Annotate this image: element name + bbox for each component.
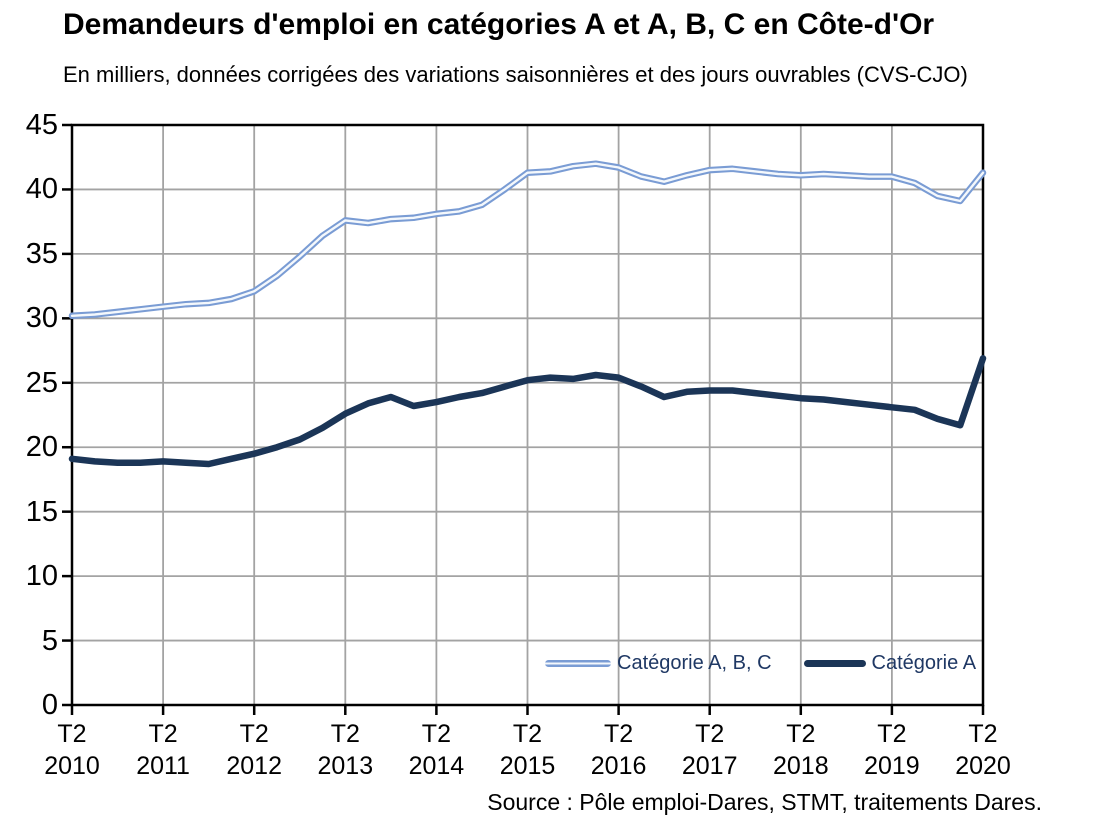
x-axis-label: T2 2010 — [26, 718, 118, 782]
x-axis-label-quarter: T2 — [512, 720, 543, 748]
x-axis-label-quarter: T2 — [968, 720, 998, 748]
x-axis-label-quarter: T2 — [877, 720, 907, 748]
y-axis-label: 45 — [25, 109, 58, 141]
x-axis-label-year: 2011 — [136, 752, 190, 780]
x-axis-label: T2 2014 — [390, 718, 482, 782]
x-axis-label-quarter: T2 — [148, 720, 178, 748]
legend-line-categorie-abc-icon — [545, 659, 611, 667]
x-axis-label: T2 2019 — [846, 718, 938, 782]
chart-title: Demandeurs d'emploi en catégories A et A… — [63, 8, 935, 41]
x-axis-label-quarter: T2 — [604, 720, 634, 748]
legend: Catégorie A, B, C Catégorie A — [545, 650, 976, 676]
x-axis-label: T2 2020 — [937, 718, 1029, 782]
x-axis-label-quarter: T2 — [330, 720, 360, 748]
x-axis-label-year: 2018 — [772, 752, 829, 780]
x-axis-label-year: 2017 — [681, 752, 738, 780]
series-line-1 — [68, 355, 987, 468]
y-axis-label: 35 — [25, 237, 58, 270]
x-axis-label-year: 2013 — [317, 752, 374, 780]
chart-subtitle: En milliers, données corrigées des varia… — [63, 62, 968, 87]
x-axis-label: T2 2011 — [117, 718, 209, 782]
x-axis-label-year: 2014 — [408, 752, 465, 780]
source-text: Source : Pôle emploi-Dares, STMT, traite… — [487, 789, 1042, 815]
legend-label-categorie-a: Catégorie A — [871, 651, 977, 674]
legend-line-categorie-a-icon — [803, 659, 866, 667]
x-axis-label-quarter: T2 — [695, 720, 725, 748]
y-axis-label: 0 — [41, 689, 58, 721]
legend-label-categorie-abc: Catégorie A, B, C — [617, 651, 772, 674]
x-axis-label-year: 2019 — [864, 752, 920, 780]
x-axis-label: T2 2013 — [299, 718, 391, 782]
x-axis-label-year: 2012 — [226, 752, 282, 780]
series-line-0-core — [70, 162, 985, 317]
x-axis-label: T2 2018 — [755, 718, 847, 782]
x-axis-label-year: 2015 — [499, 752, 556, 780]
y-axis-label: 30 — [25, 302, 58, 335]
y-axis-label: 5 — [41, 624, 58, 657]
x-axis-label: T2 2017 — [664, 718, 756, 782]
x-axis-label-quarter: T2 — [239, 720, 269, 748]
y-axis-label: 10 — [25, 560, 58, 593]
y-axis-label: 25 — [25, 366, 58, 399]
x-axis-label: T2 2015 — [482, 718, 574, 782]
x-axis-label: T2 2012 — [208, 718, 300, 782]
x-axis-label-quarter: T2 — [786, 720, 816, 748]
x-axis-label-year: 2016 — [590, 752, 647, 780]
x-axis-label-year: 2020 — [955, 752, 1011, 780]
y-axis-label: 40 — [25, 173, 58, 206]
y-axis-label: 20 — [25, 431, 58, 464]
x-axis-label-quarter: T2 — [57, 720, 87, 748]
x-axis-label: T2 2016 — [573, 718, 665, 782]
x-axis-label-quarter: T2 — [421, 720, 451, 748]
y-axis-label: 15 — [25, 495, 58, 528]
x-axis-label-year: 2010 — [44, 752, 100, 780]
